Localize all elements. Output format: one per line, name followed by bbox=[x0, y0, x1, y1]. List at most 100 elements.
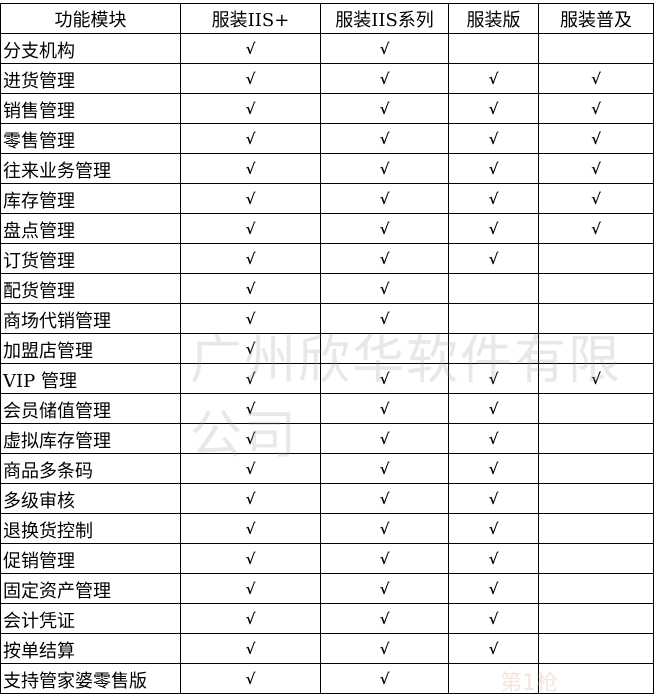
check-icon: √ bbox=[180, 423, 321, 454]
empty-cell bbox=[538, 543, 654, 574]
module-name: 分支机构 bbox=[0, 33, 181, 64]
module-name: 按单结算 bbox=[0, 633, 181, 664]
check-icon: √ bbox=[180, 453, 321, 484]
check-icon: √ bbox=[448, 183, 539, 214]
table-row: 库存管理 √ √ √ √ bbox=[0, 183, 654, 214]
empty-cell bbox=[538, 243, 654, 274]
module-name: 配货管理 bbox=[0, 273, 181, 304]
check-icon: √ bbox=[320, 393, 449, 424]
check-icon: √ bbox=[180, 303, 321, 334]
check-icon: √ bbox=[448, 543, 539, 574]
header-iis-series: 服装IIS系列 bbox=[320, 3, 449, 34]
empty-cell bbox=[538, 513, 654, 544]
module-name: 商品多条码 bbox=[0, 453, 181, 484]
table-row: 分支机构 √ √ bbox=[0, 33, 654, 64]
feature-comparison-table: 功能模块 服装IIS+ 服装IIS系列 服装版 服装普及 分支机构 √ √ 进货管理 √… bbox=[0, 3, 654, 694]
check-icon: √ bbox=[538, 183, 654, 214]
check-icon: √ bbox=[320, 273, 449, 304]
table-row: 固定资产管理 √ √ √ bbox=[0, 573, 654, 604]
check-icon: √ bbox=[180, 543, 321, 574]
check-icon: √ bbox=[538, 63, 654, 94]
empty-cell bbox=[538, 633, 654, 664]
check-icon: √ bbox=[180, 93, 321, 124]
check-icon: √ bbox=[180, 123, 321, 154]
empty-cell bbox=[538, 333, 654, 364]
check-icon: √ bbox=[320, 213, 449, 244]
header-basic: 服装普及 bbox=[538, 3, 654, 34]
module-name: 零售管理 bbox=[0, 123, 181, 154]
module-name: VIP 管理 bbox=[0, 363, 181, 394]
check-icon: √ bbox=[320, 663, 449, 694]
table-row: VIP 管理 √ √ √ √ bbox=[0, 363, 654, 394]
table-row: 订货管理 √ √ √ bbox=[0, 243, 654, 274]
check-icon: √ bbox=[320, 243, 449, 274]
check-icon: √ bbox=[538, 153, 654, 184]
check-icon: √ bbox=[180, 333, 321, 364]
check-icon: √ bbox=[320, 303, 449, 334]
check-icon: √ bbox=[538, 93, 654, 124]
check-icon: √ bbox=[320, 363, 449, 394]
check-icon: √ bbox=[538, 123, 654, 154]
check-icon: √ bbox=[180, 183, 321, 214]
check-icon: √ bbox=[448, 393, 539, 424]
empty-cell bbox=[538, 33, 654, 64]
empty-cell bbox=[538, 423, 654, 454]
module-name: 固定资产管理 bbox=[0, 573, 181, 604]
check-icon: √ bbox=[180, 573, 321, 604]
check-icon: √ bbox=[180, 273, 321, 304]
check-icon: √ bbox=[448, 63, 539, 94]
table-row: 促销管理 √ √ √ bbox=[0, 543, 654, 574]
module-name: 多级审核 bbox=[0, 483, 181, 514]
check-icon: √ bbox=[180, 63, 321, 94]
check-icon: √ bbox=[448, 513, 539, 544]
table-row: 商品多条码 √ √ √ bbox=[0, 453, 654, 484]
empty-cell bbox=[538, 273, 654, 304]
check-icon: √ bbox=[320, 153, 449, 184]
table-row: 进货管理 √ √ √ √ bbox=[0, 63, 654, 94]
header-module: 功能模块 bbox=[0, 3, 181, 34]
check-icon: √ bbox=[320, 93, 449, 124]
check-icon: √ bbox=[448, 123, 539, 154]
module-name: 会计凭证 bbox=[0, 603, 181, 634]
check-icon: √ bbox=[538, 363, 654, 394]
check-icon: √ bbox=[320, 573, 449, 604]
empty-cell bbox=[320, 333, 449, 364]
check-icon: √ bbox=[448, 573, 539, 604]
check-icon: √ bbox=[448, 243, 539, 274]
module-name: 会员储值管理 bbox=[0, 393, 181, 424]
check-icon: √ bbox=[320, 123, 449, 154]
module-name: 库存管理 bbox=[0, 183, 181, 214]
module-name: 支持管家婆零售版 bbox=[0, 663, 181, 694]
empty-cell bbox=[448, 33, 539, 64]
check-icon: √ bbox=[180, 393, 321, 424]
check-icon: √ bbox=[180, 513, 321, 544]
table-row: 会员储值管理 √ √ √ bbox=[0, 393, 654, 424]
empty-cell bbox=[538, 393, 654, 424]
check-icon: √ bbox=[538, 213, 654, 244]
check-icon: √ bbox=[448, 93, 539, 124]
empty-cell bbox=[538, 483, 654, 514]
table-row: 加盟店管理 √ bbox=[0, 333, 654, 364]
check-icon: √ bbox=[448, 213, 539, 244]
empty-cell bbox=[538, 453, 654, 484]
check-icon: √ bbox=[448, 423, 539, 454]
empty-cell bbox=[538, 603, 654, 634]
check-icon: √ bbox=[320, 603, 449, 634]
check-icon: √ bbox=[320, 513, 449, 544]
check-icon: √ bbox=[180, 363, 321, 394]
empty-cell bbox=[538, 663, 654, 694]
empty-cell bbox=[448, 333, 539, 364]
check-icon: √ bbox=[320, 423, 449, 454]
header-iis-plus: 服装IIS+ bbox=[180, 3, 321, 34]
table-row: 零售管理 √ √ √ √ bbox=[0, 123, 654, 154]
table-row: 多级审核 √ √ √ bbox=[0, 483, 654, 514]
check-icon: √ bbox=[320, 453, 449, 484]
check-icon: √ bbox=[320, 633, 449, 664]
check-icon: √ bbox=[320, 543, 449, 574]
empty-cell bbox=[448, 663, 539, 694]
table-row: 会计凭证 √ √ √ bbox=[0, 603, 654, 634]
check-icon: √ bbox=[180, 483, 321, 514]
check-icon: √ bbox=[448, 633, 539, 664]
check-icon: √ bbox=[180, 633, 321, 664]
module-name: 销售管理 bbox=[0, 93, 181, 124]
